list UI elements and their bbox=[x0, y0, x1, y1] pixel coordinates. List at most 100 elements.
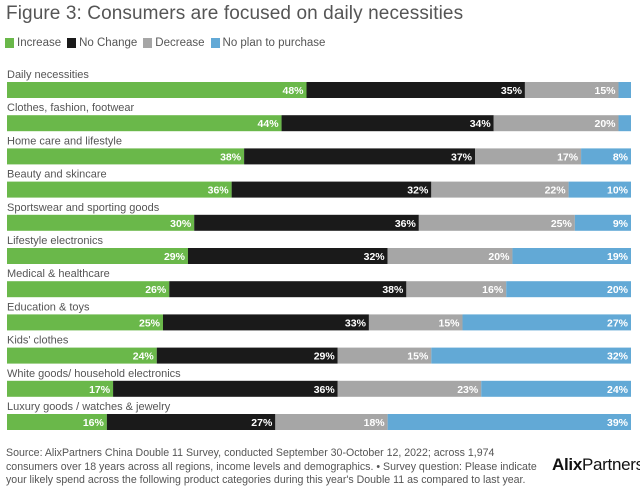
bar-row-medical-healthcare: Medical & healthcare 26% 38% 16% 20% bbox=[7, 268, 631, 298]
value-label-increase: 38% bbox=[220, 151, 242, 163]
bar-row-luxury-goods-watches-jewelry: Luxury goods / watches & jewelry 16% 27% 18… bbox=[7, 401, 631, 430]
bar-segment-decrease bbox=[475, 148, 582, 165]
bar-segment-no-change bbox=[244, 148, 475, 165]
bar-segment-no-change bbox=[187, 248, 388, 264]
legend-item-no-change: No Change bbox=[67, 37, 137, 49]
value-label-no-change: 38% bbox=[382, 284, 404, 296]
bar-segment-no-change bbox=[231, 181, 432, 198]
bar-segment-increase bbox=[7, 281, 170, 298]
value-label-decrease: 16% bbox=[482, 284, 504, 296]
bar-row-daily-necessities: Daily necessities 48% 35% 15% bbox=[7, 69, 631, 98]
value-label-decrease: 15% bbox=[439, 317, 461, 329]
bar-segment-no-change bbox=[281, 115, 494, 132]
value-label-no-plan-to-purchase: 32% bbox=[607, 351, 629, 363]
value-label-decrease: 20% bbox=[488, 251, 510, 263]
bar-segment-decrease bbox=[431, 181, 569, 198]
bar-segment-decrease bbox=[418, 214, 575, 231]
value-label-increase: 24% bbox=[133, 351, 155, 363]
bar-segment-increase bbox=[7, 314, 163, 331]
bar-segment-decrease bbox=[337, 380, 482, 397]
logo-bold: Alix bbox=[552, 455, 582, 474]
bar-segment-no-change bbox=[113, 380, 338, 397]
bar-segment-no-change bbox=[106, 414, 276, 430]
bar-segment-no-plan-to-purchase bbox=[506, 281, 631, 298]
bar-segment-increase bbox=[7, 347, 157, 364]
legend-label-decrease: Decrease bbox=[155, 37, 205, 49]
value-label-no-change: 32% bbox=[364, 251, 386, 263]
bar-segment-decrease bbox=[337, 347, 432, 364]
bar-row-clothes-fashion-footwear: Clothes, fashion, footwear 44% 34% 20% bbox=[7, 102, 631, 132]
bar-row-lifestyle-electronics: Lifestyle electronics 29% 32% 20% 19% bbox=[7, 235, 631, 264]
bar-segment-no-change bbox=[163, 314, 369, 331]
bar-row-beauty-and-skincare: Beauty and skincare 36% 32% 22% 10% bbox=[7, 169, 631, 198]
category-label: Education & toys bbox=[7, 301, 90, 313]
legend-swatch-decrease bbox=[143, 38, 153, 48]
legend-swatch-increase bbox=[5, 38, 14, 48]
bar-segment-no-change bbox=[194, 214, 419, 231]
legend-label-no-change: No Change bbox=[79, 37, 138, 49]
value-label-no-change: 27% bbox=[251, 417, 273, 429]
source-note: Source: AlixPartners China Double 11 Sur… bbox=[6, 447, 537, 486]
stacked-bar-chart: Daily necessities 48% 35% 15% Clothes, fashi… bbox=[7, 69, 631, 430]
bar-row-education-toys: Education & toys 25% 33% 15% 27% bbox=[7, 301, 631, 331]
category-label: Lifestyle electronics bbox=[7, 235, 103, 247]
category-label: White goods/ household electronics bbox=[7, 368, 181, 380]
bar-segment-increase bbox=[7, 214, 195, 231]
bar-segment-increase bbox=[7, 380, 114, 397]
value-label-no-change: 37% bbox=[451, 151, 473, 163]
bar-segment-no-plan-to-purchase bbox=[568, 181, 631, 198]
value-label-no-plan-to-purchase: 24% bbox=[607, 384, 629, 396]
value-label-decrease: 25% bbox=[551, 218, 573, 230]
legend-swatch-no-change bbox=[67, 38, 77, 48]
bar-segment-no-plan-to-purchase bbox=[431, 347, 631, 364]
value-label-increase: 17% bbox=[89, 384, 111, 396]
value-label-no-plan-to-purchase: 39% bbox=[607, 417, 629, 429]
value-label-increase: 16% bbox=[83, 417, 105, 429]
category-label: Clothes, fashion, footwear bbox=[7, 102, 135, 114]
value-label-decrease: 15% bbox=[407, 351, 429, 363]
value-label-no-plan-to-purchase: 8% bbox=[613, 151, 629, 163]
bar-segment-no-change bbox=[306, 82, 525, 98]
value-label-increase: 26% bbox=[145, 284, 167, 296]
bar-segment-decrease bbox=[406, 281, 507, 298]
bar-row-kids-clothes: Kids' clothes 24% 29% 15% 32% bbox=[7, 335, 631, 364]
bar-segment-no-change bbox=[156, 347, 338, 364]
bar-segment-increase bbox=[7, 82, 307, 98]
legend-item-no-plan: No plan to purchase bbox=[210, 37, 326, 49]
bar-segment-no-plan-to-purchase bbox=[618, 115, 631, 132]
value-label-no-plan-to-purchase: 10% bbox=[607, 185, 629, 197]
bar-segment-no-plan-to-purchase bbox=[387, 414, 631, 430]
bar-segment-increase bbox=[7, 181, 232, 198]
bar-segment-decrease bbox=[524, 82, 619, 98]
legend-label-increase: Increase bbox=[17, 37, 62, 49]
value-label-no-plan-to-purchase: 27% bbox=[607, 317, 629, 329]
bar-segment-no-plan-to-purchase bbox=[512, 248, 631, 264]
legend-item-increase: Increase bbox=[5, 37, 61, 49]
value-label-increase: 36% bbox=[208, 185, 230, 197]
category-label: Luxury goods / watches & jewelry bbox=[7, 401, 171, 413]
category-label: Sportswear and sporting goods bbox=[7, 202, 160, 214]
value-label-decrease: 23% bbox=[457, 384, 479, 396]
bar-segment-increase bbox=[7, 414, 107, 430]
value-label-no-plan-to-purchase: 20% bbox=[607, 284, 629, 296]
legend-swatch-no-plan bbox=[210, 38, 220, 48]
bar-segment-decrease bbox=[493, 115, 619, 132]
legend-item-decrease: Decrease bbox=[143, 37, 205, 49]
bar-row-sportswear-and-sporting-goods: Sportswear and sporting goods 30% 36% 25% 9% bbox=[7, 202, 631, 231]
value-label-no-change: 29% bbox=[314, 351, 336, 363]
value-label-decrease: 22% bbox=[545, 185, 567, 197]
category-label: Medical & healthcare bbox=[7, 268, 110, 280]
bar-segment-no-plan-to-purchase bbox=[581, 148, 631, 165]
category-label: Kids' clothes bbox=[7, 335, 69, 347]
bar-segment-increase bbox=[7, 248, 188, 264]
alixpartners-logo: AlixPartners bbox=[552, 455, 640, 475]
value-label-no-change: 35% bbox=[501, 85, 523, 97]
value-label-increase: 25% bbox=[139, 317, 161, 329]
chart-title: Figure 3: Consumers are focused on daily… bbox=[6, 3, 464, 24]
legend-label-no-plan: No plan to purchase bbox=[222, 37, 326, 49]
value-label-no-change: 33% bbox=[345, 317, 367, 329]
category-label: Daily necessities bbox=[7, 69, 89, 81]
value-label-increase: 29% bbox=[164, 251, 186, 263]
bar-segment-decrease bbox=[275, 414, 388, 430]
logo-regular: Partners bbox=[581, 455, 640, 474]
